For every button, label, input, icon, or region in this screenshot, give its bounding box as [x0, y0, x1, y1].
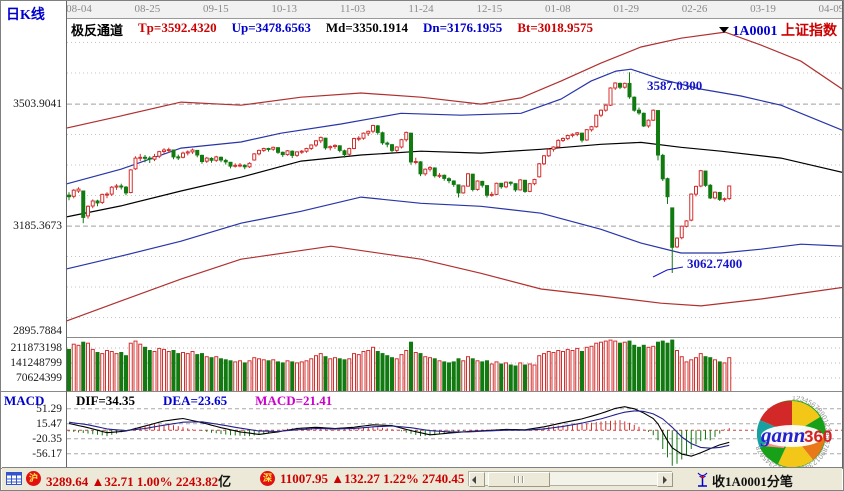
- channel-value-label: Bt=3018.9575: [517, 20, 593, 35]
- x-axis-date: 04-09: [818, 3, 842, 15]
- channel-value-label: Up=3478.6563: [231, 20, 311, 35]
- horizontal-scrollbar[interactable]: [468, 471, 673, 487]
- macd-value-label: DEA=23.65: [163, 393, 228, 408]
- y-axis-label: 2895.7884: [13, 325, 62, 337]
- macd-panel-title[interactable]: MACD: [4, 393, 45, 408]
- channel-value-label: Dn=3176.1955: [423, 20, 503, 35]
- x-axis-date: 02-26: [681, 3, 708, 15]
- macd-panel-top-border: [1, 391, 843, 392]
- indicator-header: 极反通道 Tp=3592.4320 Up=3478.6563 Md=3350.191…: [71, 20, 593, 39]
- macd-values-header: DIF=34.35 DEA=23.65 MACD=21.41: [76, 393, 332, 409]
- y-axis-label: 211873198: [10, 342, 62, 354]
- shenzhen-market-badge[interactable]: 深: [260, 471, 275, 486]
- macd-value-label: MACD=21.41: [255, 393, 333, 408]
- macd-dif-line: [68, 406, 730, 457]
- annotation-pointer: [652, 266, 684, 278]
- peak-marker-triangle: [719, 27, 729, 33]
- channel-value-label: Tp=3592.4320: [138, 20, 217, 35]
- logo-word: gann: [760, 423, 805, 447]
- y-axis-label: 3503.9041: [13, 98, 62, 110]
- shanghai-index-quote: 3289.64 ▲32.71 1.00% 2243.82亿: [46, 474, 232, 489]
- kline-period-label[interactable]: 日K线: [6, 8, 45, 23]
- indicator-name: 极反通道: [71, 23, 124, 38]
- amount-unit: 亿: [218, 474, 232, 489]
- price-annotation: 3062.7400: [687, 256, 743, 271]
- scroll-left-button[interactable]: [469, 472, 485, 487]
- y-axis-label: -56.17: [32, 448, 62, 460]
- channel-value-label: Md=3350.1914: [325, 20, 409, 35]
- x-axis-date: 09-15: [202, 3, 229, 15]
- scrollbar-thumb[interactable]: [488, 472, 550, 487]
- x-axis-date: 11-24: [408, 3, 434, 15]
- macd-dea-line: [68, 410, 730, 449]
- x-axis-date: 11-03: [339, 3, 366, 15]
- x-axis-date-strip: 08-04 08-25 09-15 10-13 11-03 11-24 12-15 01-08…: [66, 1, 842, 19]
- channel-lines: [65, 31, 843, 322]
- chart-right-border: [842, 1, 843, 468]
- logo-band: [761, 425, 823, 447]
- shenzhen-index-quote: 11007.95 ▲132.27 1.22% 2740.45: [280, 471, 465, 486]
- y-axis-label: 3185.3673: [13, 220, 62, 232]
- feed-status-label[interactable]: 收1A0001分笔: [712, 474, 793, 489]
- y-axis-label: 15.47: [36, 418, 62, 430]
- antenna-feed-icon[interactable]: [696, 471, 709, 487]
- gann360-logo: 12345678901234567890123456789012345678 g…: [755, 396, 832, 472]
- x-axis-date: 01-29: [613, 3, 640, 15]
- x-axis-date: 03-19: [750, 3, 776, 15]
- price-annotation: 3587.0300: [647, 78, 703, 93]
- x-axis-date: 08-25: [134, 3, 161, 15]
- symbol-name: 上证指数: [781, 24, 837, 39]
- x-axis-date: 10-13: [271, 3, 298, 15]
- y-axis-label: -20.35: [32, 433, 62, 445]
- symbol-code: 1A0001: [732, 24, 778, 39]
- candles: [67, 72, 732, 273]
- status-bar: 沪 3289.64 ▲32.71 1.00% 2243.82亿 深 11007.…: [2, 467, 842, 490]
- y-axis-label: 70624399: [16, 372, 62, 384]
- y-axis-label: 141248799: [10, 357, 62, 369]
- y-axis-label: 51.29: [36, 403, 62, 415]
- macd-value-label: DIF=34.35: [76, 393, 136, 408]
- x-axis-date: 12-15: [476, 3, 503, 15]
- chart-left-border: [66, 1, 67, 468]
- logo-number: 360: [804, 427, 832, 446]
- scroll-right-button[interactable]: [657, 472, 673, 487]
- symbol-header: 1A0001 上证指数: [732, 20, 837, 40]
- shanghai-market-badge[interactable]: 沪: [26, 471, 41, 486]
- x-axis-date: 08-04: [66, 3, 92, 15]
- x-axis-date: 01-08: [544, 3, 571, 15]
- price-volume-separator: [66, 337, 842, 338]
- table-grid-icon[interactable]: [6, 472, 22, 486]
